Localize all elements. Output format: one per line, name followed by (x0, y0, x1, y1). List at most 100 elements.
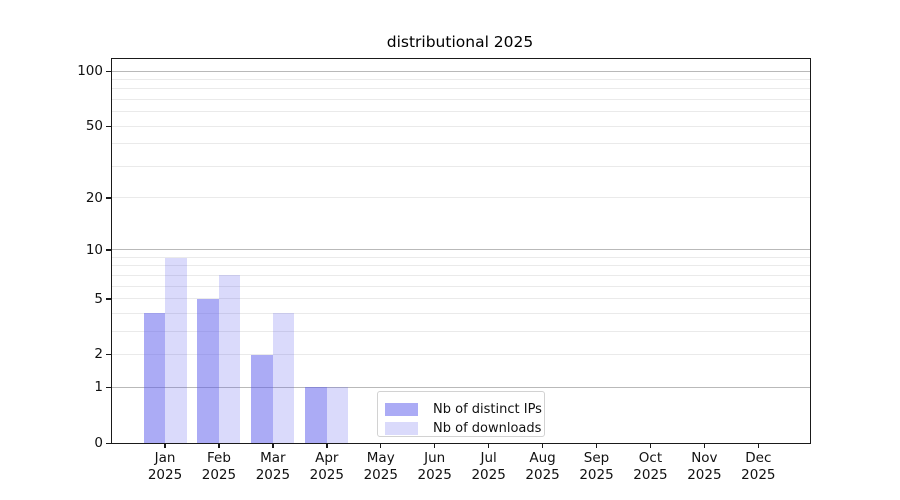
x-tick-label-may: May 2025 (349, 450, 413, 484)
bar-nb-of-distinct-ips-apr (305, 387, 327, 443)
legend-item-downloads: Nb of downloads (385, 419, 544, 438)
x-tick-label-sep: Sep 2025 (565, 450, 629, 484)
x-tick-month: Jul (480, 450, 497, 466)
legend-label: Nb of distinct IPs (433, 402, 542, 417)
bar-nb-of-downloads-feb (218, 275, 241, 443)
x-tick-mark-jun (434, 443, 436, 448)
x-tick-mark-nov (703, 443, 706, 448)
x-tick-mark-sep (595, 443, 598, 448)
gridline-minor-80 (112, 88, 810, 90)
x-tick-mark-dec (757, 443, 760, 448)
y-tick-mark-50 (106, 125, 112, 128)
gridline-minor-70 (112, 99, 810, 101)
x-tick-year: 2025 (201, 467, 237, 483)
y-tick-label-100: 100 (77, 63, 103, 80)
gridline-minor-90 (112, 79, 810, 81)
x-tick-month: Nov (691, 450, 718, 466)
x-tick-month: May (366, 450, 395, 466)
y-tick-mark-5 (106, 298, 112, 300)
gridline-minor-50 (112, 125, 810, 127)
x-tick-mark-mar (272, 443, 274, 448)
gridline-major-1 (112, 386, 810, 388)
y-tick-mark-0 (106, 442, 112, 444)
y-tick-label-20: 20 (85, 189, 103, 206)
x-tick-mark-may (380, 443, 382, 448)
legend-swatch-downloads-icon (385, 422, 418, 435)
gridline-minor-6 (112, 285, 810, 287)
gridline-minor-20 (112, 197, 810, 199)
y-tick-mark-20 (106, 197, 112, 199)
x-tick-label-feb: Feb 2025 (187, 450, 251, 484)
x-tick-year: 2025 (363, 467, 398, 483)
x-tick-mark-jul (487, 443, 490, 448)
x-tick-year: 2025 (471, 467, 506, 483)
x-tick-mark-aug (541, 443, 544, 448)
x-tick-month: Jun (424, 450, 446, 466)
x-tick-label-dec: Dec 2025 (726, 450, 790, 484)
y-tick-label-0: 0 (94, 435, 103, 451)
x-tick-month: Feb (206, 450, 231, 466)
x-tick-mark-jan (164, 443, 166, 448)
gridline-minor-9 (112, 257, 810, 258)
bar-nb-of-downloads-mar (272, 313, 295, 443)
gridline-minor-7 (112, 274, 810, 276)
x-tick-year: 2025 (633, 467, 668, 483)
legend-item-distinct-ips: Nb of distinct IPs (385, 400, 544, 419)
bar-nb-of-downloads-apr (326, 387, 349, 443)
y-tick-label-10: 10 (85, 241, 103, 258)
y-tick-mark-10 (106, 249, 112, 251)
legend-label: Nb of downloads (433, 421, 542, 436)
x-tick-label-nov: Nov 2025 (672, 450, 736, 484)
x-tick-year: 2025 (309, 467, 344, 483)
gridline-minor-4 (112, 312, 810, 314)
x-tick-year: 2025 (417, 467, 452, 483)
bar-nb-of-downloads-jan (165, 257, 187, 443)
bar-nb-of-distinct-ips-feb (197, 298, 219, 443)
x-tick-label-jan: Jan 2025 (133, 450, 197, 484)
gridline-minor-2 (112, 353, 810, 355)
y-tick-mark-1 (106, 386, 112, 389)
plot-layers (112, 59, 810, 443)
x-tick-year: 2025 (255, 467, 291, 483)
legend: Nb of distinct IPs Nb of downloads (377, 391, 545, 437)
x-tick-year: 2025 (579, 467, 614, 483)
x-tick-label-aug: Aug 2025 (511, 450, 575, 484)
y-tick-label-5: 5 (94, 290, 103, 307)
x-tick-month: Sep (583, 450, 610, 466)
x-tick-label-oct: Oct 2025 (618, 450, 682, 484)
y-tick-label-50: 50 (85, 118, 103, 135)
x-tick-year: 2025 (525, 467, 560, 483)
x-tick-month: Apr (315, 450, 339, 466)
y-tick-mark-2 (106, 353, 112, 356)
chart-title: distributional 2025 (386, 33, 534, 51)
x-tick-label-jun: Jun 2025 (403, 450, 467, 484)
bar-nb-of-distinct-ips-mar (251, 354, 273, 443)
x-tick-label-apr: Apr 2025 (295, 450, 359, 484)
y-tick-label-1: 1 (94, 379, 103, 396)
x-tick-mark-feb (218, 443, 220, 448)
x-tick-year: 2025 (147, 467, 183, 483)
legend-swatch-distinct-ips-icon (385, 403, 418, 416)
gridline-minor-5 (112, 298, 810, 300)
x-tick-year: 2025 (687, 467, 722, 483)
x-tick-month: Jan (154, 450, 176, 466)
x-tick-month: Dec (745, 450, 772, 466)
gridline-minor-60 (112, 111, 810, 113)
gridline-major-10 (112, 249, 810, 251)
x-tick-year: 2025 (741, 467, 776, 483)
x-tick-label-jul: Jul 2025 (457, 450, 521, 484)
gridline-minor-8 (112, 265, 810, 267)
plot-area (111, 58, 811, 444)
x-tick-mark-oct (649, 443, 652, 448)
gridline-minor-30 (112, 165, 810, 167)
y-tick-mark-100 (106, 70, 112, 73)
x-tick-label-mar: Mar 2025 (241, 450, 305, 484)
gridline-major-100 (112, 70, 810, 72)
x-tick-month: Mar (260, 450, 286, 466)
gridline-minor-40 (112, 143, 810, 145)
bar-nb-of-distinct-ips-jan (143, 313, 165, 443)
x-tick-month: Aug (529, 450, 556, 466)
gridline-minor-3 (112, 330, 810, 332)
y-tick-label-2: 2 (94, 346, 103, 363)
